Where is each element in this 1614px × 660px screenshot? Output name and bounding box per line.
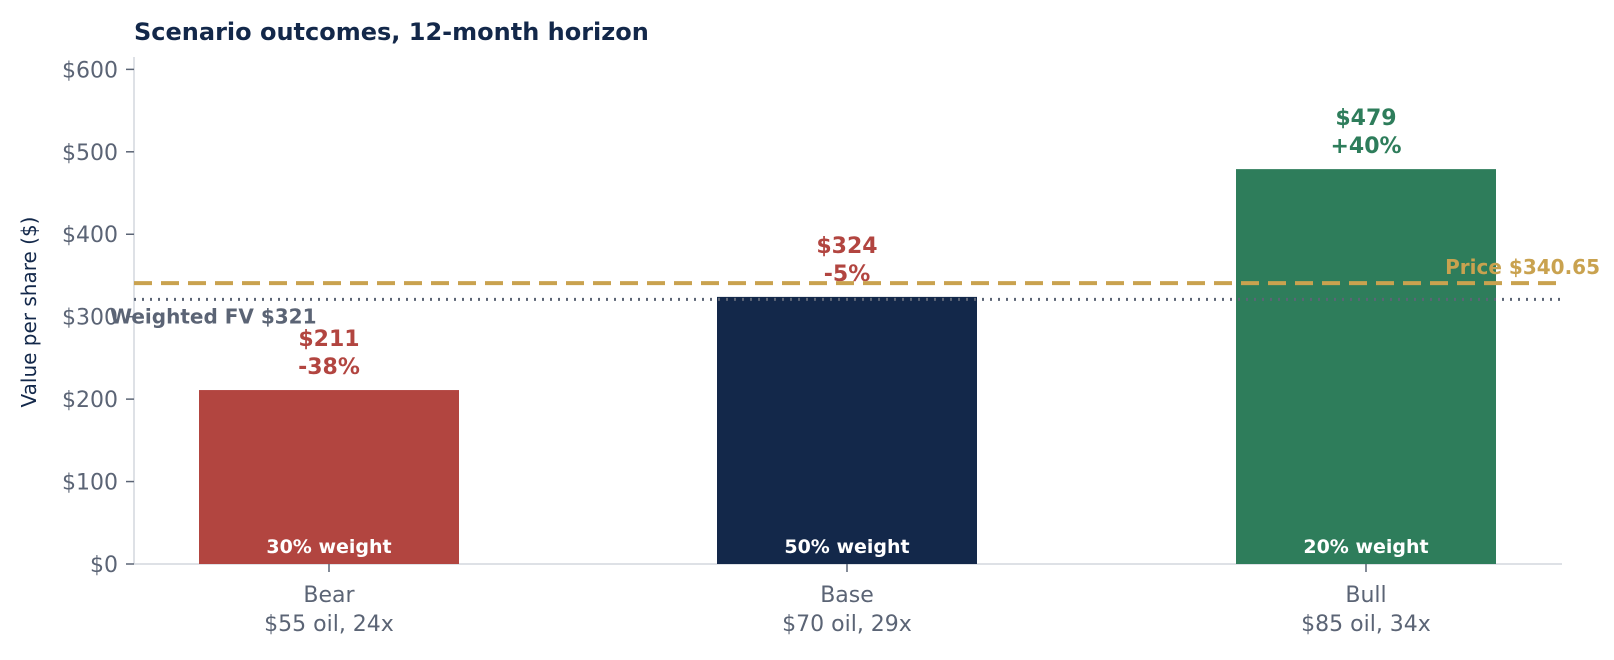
bar-base	[717, 296, 977, 564]
y-tick-label: $500	[62, 141, 118, 166]
y-tick-label: $600	[62, 58, 118, 83]
change-label: +40%	[1330, 134, 1401, 159]
plot-area: $0 $100 $200 $300 $400 $500 $600 30% weight $211…	[62, 57, 1600, 637]
y-tick-label: $100	[62, 471, 118, 496]
x-tick-sublabel: $85 oil, 34x	[1301, 612, 1431, 637]
y-tick-label: $200	[62, 388, 118, 413]
value-label: $324	[816, 234, 877, 259]
x-tick-label: Bull	[1345, 583, 1386, 608]
y-tick-label: $400	[62, 223, 118, 248]
x-tick-sublabel: $70 oil, 29x	[782, 612, 912, 637]
y-tick-label: $0	[90, 553, 118, 578]
value-label: $479	[1335, 106, 1396, 131]
y-tick-label: $300	[62, 306, 118, 331]
chart-title: Scenario outcomes, 12-month horizon	[134, 18, 649, 46]
weight-label: 20% weight	[1303, 536, 1428, 558]
x-tick-label: Bear	[303, 583, 355, 608]
weight-label: 30% weight	[266, 536, 391, 558]
price-reference-label: Price $340.65	[1445, 255, 1600, 279]
bar-bull	[1236, 169, 1496, 565]
bar-bear	[199, 390, 459, 564]
x-tick-label: Base	[820, 583, 874, 608]
change-label: -38%	[298, 355, 360, 380]
x-tick-sublabel: $55 oil, 24x	[264, 612, 394, 637]
value-label: $211	[298, 327, 359, 352]
y-axis-label: Value per share ($)	[17, 217, 41, 408]
weight-label: 50% weight	[784, 536, 909, 558]
weighted-fv-reference-label: Weighted FV $321	[110, 304, 317, 328]
